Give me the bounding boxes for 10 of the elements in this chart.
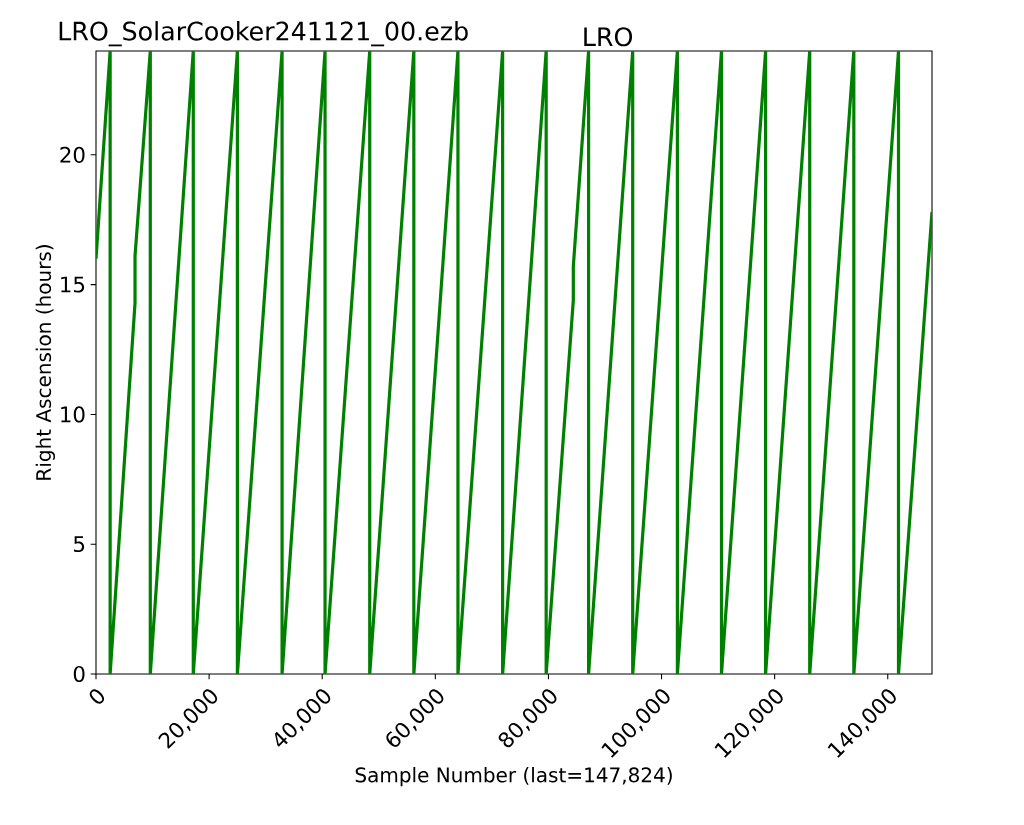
y-tick-label: 20 — [60, 146, 85, 163]
y-axis-title: Right Ascension (hours) — [35, 245, 55, 480]
chart-title: LRO_SolarCooker241121_00.ezb — [59, 21, 468, 47]
text: LRO — [584, 27, 633, 47]
x-axis-title: Sample Number (last=147,824) — [355, 767, 672, 787]
y-tick-label: 10 — [61, 406, 85, 423]
y-tick-label: 5 — [74, 536, 85, 553]
y-tick-label: 15 — [61, 276, 85, 293]
y-tick-label: 0 — [73, 665, 85, 683]
x-tick-label: 0 — [89, 689, 105, 704]
